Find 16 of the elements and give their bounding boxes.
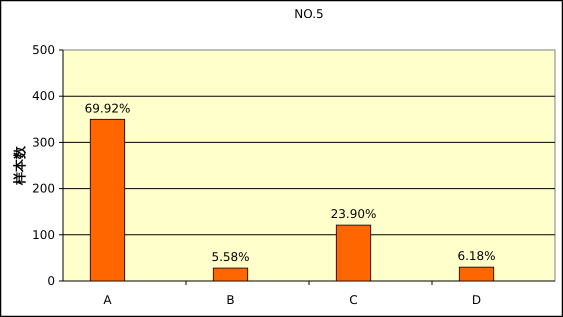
annotation: 5.58% (211, 250, 250, 264)
x-tick-label: C (349, 293, 358, 307)
x-tick-label: A (103, 293, 112, 307)
x-tick-label: B (226, 293, 235, 307)
y-tick-label: 300 (32, 135, 55, 150)
chart-title: NO.5 (294, 7, 324, 21)
annotation: 6.18% (457, 249, 496, 264)
y-tick-label: 500 (32, 43, 55, 57)
annotation: 69.92% (84, 101, 130, 116)
y-tick-label: 200 (32, 182, 55, 196)
annotation: 23.90% (330, 207, 376, 222)
y-tick-label: 100 (32, 228, 55, 242)
y-tick-label: 0 (47, 274, 55, 288)
y-axis-title: 样本数 (13, 145, 28, 186)
x-tick-label: D (472, 293, 482, 307)
y-tick-label: 400 (32, 89, 55, 104)
